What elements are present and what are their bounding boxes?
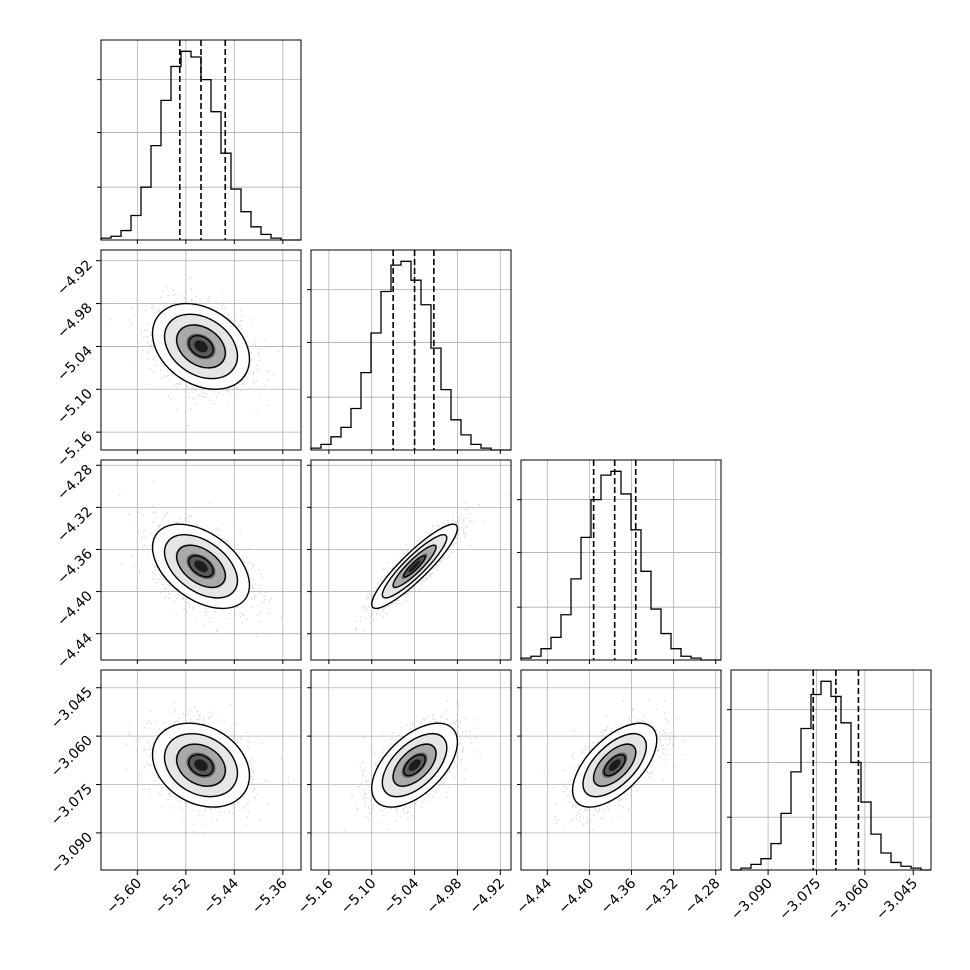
contour-line-1 [151, 722, 251, 808]
y-tick-label: −4.36 [54, 546, 96, 588]
contour-line-2 [163, 313, 239, 380]
y-tick-label: −3.045 [48, 684, 96, 732]
contour-line-2 [381, 534, 448, 599]
density-core [408, 759, 421, 772]
x-tick-label: −5.04 [381, 875, 423, 917]
contour-line-2 [381, 733, 448, 798]
contour-line-2 [163, 534, 239, 599]
histogram-panel-3 [727, 669, 932, 871]
histogram-step [100, 50, 301, 241]
y-tick-label: −3.075 [48, 781, 96, 829]
scatter-panel-1-3 [310, 669, 512, 871]
histogram-step [520, 470, 721, 661]
histogram-panel-1 [307, 249, 512, 451]
x-axis-1: −5.16 −5.10 −5.04 −4.98 −4.92 [295, 450, 508, 917]
histogram-panel-0 [97, 39, 302, 241]
panel-frame [100, 249, 302, 451]
contour-line-3 [392, 544, 437, 589]
x-tick-label: −3.090 [728, 876, 776, 924]
panel-frame [310, 249, 512, 451]
contour-line-1 [571, 722, 658, 808]
contour-line-3 [176, 743, 226, 787]
panel-frame [100, 669, 302, 871]
y-tick-label: −5.04 [54, 343, 96, 385]
y-tick-label: −4.32 [54, 504, 96, 546]
density-core [194, 560, 208, 573]
x-tick-label: −5.60 [104, 876, 146, 918]
panel-frame [520, 459, 722, 661]
y-tick-label: −3.090 [48, 829, 96, 877]
contour-line-3 [592, 743, 637, 787]
contour-line-4 [603, 753, 626, 777]
y-tick-label: −3.060 [48, 733, 96, 781]
scatter-panel-0-2 [100, 459, 302, 661]
contour-line-4 [403, 753, 426, 777]
density-core [194, 340, 208, 353]
x-tick-label: −5.52 [152, 876, 194, 918]
x-axis-3: −3.090 −3.075 −3.060 −3.045 [728, 870, 921, 923]
x-tick-label: −3.075 [776, 876, 824, 924]
y-axis-3: −3.090−3.075−3.060−3.045 [48, 684, 521, 877]
panel-frame [520, 669, 722, 871]
contour-line-2 [163, 733, 239, 798]
x-tick-label: −4.32 [640, 876, 682, 918]
x-tick-label: −4.28 [682, 876, 724, 918]
x-tick-label: −4.36 [598, 875, 640, 917]
histogram-step [731, 680, 931, 871]
contour-line-3 [392, 743, 437, 787]
contour-line-1 [371, 523, 459, 610]
panel-frame [100, 39, 302, 241]
contour-line-1 [371, 722, 459, 808]
contour-line-4 [403, 555, 426, 578]
contour-line-4 [188, 753, 214, 777]
y-tick-label: −5.10 [54, 386, 96, 428]
y-tick-label: −4.98 [54, 300, 96, 342]
y-tick-label: −4.92 [54, 257, 96, 299]
x-tick-label: −4.44 [513, 875, 555, 917]
scatter-panel-2-3 [520, 669, 722, 871]
contour-line-3 [176, 544, 226, 589]
y-axis-1: −5.16−5.10−5.04−4.98−4.92 [54, 257, 101, 470]
y-tick-label: −4.44 [54, 630, 96, 672]
y-tick-label: −5.16 [54, 429, 96, 471]
histogram-step [310, 260, 511, 451]
histogram-panel-2 [517, 459, 722, 661]
contour-line-3 [176, 324, 226, 369]
x-tick-label: −5.36 [249, 875, 291, 917]
contour-line-2 [582, 733, 647, 798]
density-core [194, 759, 208, 772]
y-tick-label: −4.40 [54, 588, 96, 630]
x-tick-label: −4.40 [556, 876, 598, 918]
density-core [608, 759, 621, 772]
x-tick-label: −3.060 [825, 876, 873, 924]
panel-frame [730, 669, 932, 871]
contour-line-4 [188, 335, 214, 358]
x-tick-label: −4.92 [466, 876, 508, 918]
x-tick-label: −5.10 [338, 876, 380, 918]
density-core [408, 560, 421, 573]
panel-frame [100, 459, 302, 661]
panel-frame [310, 669, 512, 871]
x-tick-label: −3.045 [873, 876, 921, 924]
x-tick-label: −4.98 [424, 876, 466, 918]
contour-line-1 [151, 302, 251, 390]
panel-frame [310, 459, 512, 661]
x-tick-label: −5.16 [295, 875, 337, 917]
contour-line-4 [188, 555, 214, 578]
x-tick-label: −5.44 [201, 875, 243, 917]
scatter-panel-0-3 [100, 669, 302, 871]
y-tick-label: −4.28 [54, 462, 96, 504]
scatter-panel-1-2 [310, 459, 512, 661]
scatter-panel-0-1 [100, 249, 302, 451]
contour-line-1 [151, 523, 251, 610]
